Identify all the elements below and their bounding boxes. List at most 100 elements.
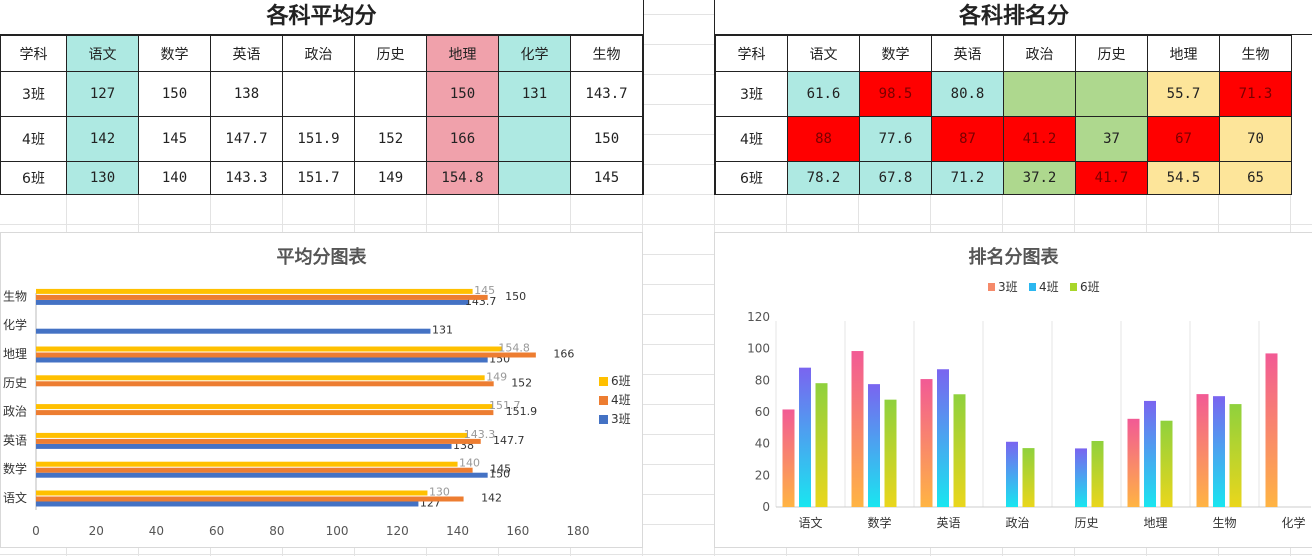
table-cell[interactable]: 70 <box>1219 116 1292 162</box>
table-cell[interactable]: 88 <box>787 116 860 162</box>
table-cell[interactable]: 130 <box>66 161 139 195</box>
y-tick-label: 80 <box>755 373 770 387</box>
header-col-3[interactable]: 英语 <box>210 35 283 72</box>
legend-label: 3班 <box>611 412 631 426</box>
table-cell[interactable]: 71.2 <box>931 161 1004 195</box>
bar-6班-语文 <box>36 490 428 496</box>
bar-6班-历史 <box>36 375 485 381</box>
table-cell[interactable]: 142 <box>66 116 139 162</box>
table-cell[interactable]: 145 <box>570 161 643 195</box>
table-cell[interactable] <box>498 161 571 195</box>
header-col-4[interactable]: 政治 <box>282 35 355 72</box>
header-col-2[interactable]: 数学 <box>138 35 211 72</box>
table-cell[interactable]: 166 <box>426 116 499 162</box>
table-cell[interactable]: 149 <box>354 161 427 195</box>
header-col-3[interactable]: 英语 <box>931 35 1004 72</box>
legend-label: 3班 <box>998 280 1018 294</box>
header-col-7[interactable]: 生物 <box>1219 35 1292 72</box>
legend-swatch <box>599 396 608 405</box>
table-cell[interactable]: 140 <box>138 161 211 195</box>
header-subject[interactable]: 学科 <box>0 35 67 72</box>
column-3班-地理 <box>1127 418 1140 507</box>
column-3班-生物 <box>1196 394 1209 507</box>
header-col-6[interactable]: 地理 <box>426 35 499 72</box>
column-6班-政治 <box>1022 448 1035 507</box>
table-cell[interactable] <box>1003 71 1076 117</box>
table-cell[interactable] <box>282 71 355 117</box>
average-chart-panel[interactable]: 平均分图表 0 20 40 60 80 100 120 140 160 180 语文 127 142 13… <box>0 232 643 548</box>
x-tick-label: 140 <box>446 524 469 538</box>
table-cell[interactable]: 131 <box>498 71 571 117</box>
rank-chart-panel[interactable]: 排名分图表 0 20 40 60 80 100 120 语文 数学 英语 政治 历史 地理 生物 化学 3班 4… <box>714 232 1312 548</box>
table-cell[interactable]: 145 <box>138 116 211 162</box>
row-label[interactable]: 3班 <box>0 71 67 117</box>
table-cell[interactable] <box>354 71 427 117</box>
x-tick-label: 160 <box>506 524 529 538</box>
table-cell[interactable]: 65 <box>1219 161 1292 195</box>
rank-table-grid: 学科 语文 数学 英语 政治 历史 地理 生物 3班 61.6 98.5 80.8 55.7 71.3 4班… <box>715 35 1292 195</box>
header-subject[interactable]: 学科 <box>715 35 788 72</box>
row-label[interactable]: 4班 <box>0 116 67 162</box>
table-cell[interactable]: 150 <box>570 116 643 162</box>
average-table-title[interactable]: 各科平均分 <box>0 0 643 35</box>
data-label: 152 <box>511 376 532 389</box>
y-tick-label: 40 <box>755 437 770 451</box>
table-cell[interactable]: 67 <box>1147 116 1220 162</box>
bar-4班-政治 <box>36 410 494 416</box>
table-cell[interactable]: 54.5 <box>1147 161 1220 195</box>
bar-3班-数学 <box>36 472 488 478</box>
bar-6班-生物 <box>36 288 473 294</box>
table-cell[interactable]: 67.8 <box>859 161 932 195</box>
y-tick-label: 100 <box>747 342 770 356</box>
table-cell[interactable]: 77.6 <box>859 116 932 162</box>
header-col-6[interactable]: 地理 <box>1147 35 1220 72</box>
table-cell[interactable]: 80.8 <box>931 71 1004 117</box>
data-label: 150 <box>489 468 510 481</box>
table-cell[interactable]: 41.7 <box>1075 161 1148 195</box>
row-label[interactable]: 3班 <box>715 71 788 117</box>
table-cell[interactable]: 154.8 <box>426 161 499 195</box>
table-cell[interactable]: 143.7 <box>570 71 643 117</box>
table-cell[interactable]: 37 <box>1075 116 1148 162</box>
table-cell[interactable]: 98.5 <box>859 71 932 117</box>
table-cell[interactable]: 87 <box>931 116 1004 162</box>
rank-score-table: 各科排名分 学科 语文 数学 英语 政治 历史 地理 生物 3班 61.6 98.5 80.8 55.7… <box>714 0 1312 195</box>
table-cell[interactable]: 37.2 <box>1003 161 1076 195</box>
row-label[interactable]: 6班 <box>0 161 67 195</box>
table-cell[interactable]: 55.7 <box>1147 71 1220 117</box>
table-cell[interactable]: 151.7 <box>282 161 355 195</box>
table-cell[interactable]: 71.3 <box>1219 71 1292 117</box>
table-cell[interactable]: 150 <box>138 71 211 117</box>
header-col-1[interactable]: 语文 <box>66 35 139 72</box>
header-col-5[interactable]: 历史 <box>354 35 427 72</box>
rank-table-title[interactable]: 各科排名分 <box>715 0 1312 35</box>
table-cell[interactable]: 61.6 <box>787 71 860 117</box>
header-col-8[interactable]: 生物 <box>570 35 643 72</box>
table-cell[interactable]: 127 <box>66 71 139 117</box>
table-cell[interactable]: 150 <box>426 71 499 117</box>
header-col-2[interactable]: 数学 <box>859 35 932 72</box>
legend-swatch <box>599 415 608 424</box>
row-label[interactable]: 6班 <box>715 161 788 195</box>
header-col-4[interactable]: 政治 <box>1003 35 1076 72</box>
header-col-7[interactable]: 化学 <box>498 35 571 72</box>
table-cell[interactable]: 78.2 <box>787 161 860 195</box>
table-cell[interactable]: 147.7 <box>210 116 283 162</box>
table-cell[interactable]: 41.2 <box>1003 116 1076 162</box>
table-row: 6班 130 140 143.3 151.7 149 154.8 145 <box>0 161 643 195</box>
header-col-5[interactable]: 历史 <box>1075 35 1148 72</box>
table-cell[interactable]: 138 <box>210 71 283 117</box>
table-cell[interactable] <box>1075 71 1148 117</box>
table-cell[interactable]: 152 <box>354 116 427 162</box>
row-label[interactable]: 4班 <box>715 116 788 162</box>
bar-3班-化学 <box>36 328 431 334</box>
table-cell[interactable]: 143.3 <box>210 161 283 195</box>
category-label: 数学 <box>867 515 891 530</box>
x-tick-label: 80 <box>269 524 284 538</box>
table-cell[interactable] <box>498 116 571 162</box>
y-tick-label: 20 <box>755 468 770 482</box>
data-label: 154.8 <box>498 342 530 355</box>
legend-swatch <box>1029 283 1036 291</box>
table-cell[interactable]: 151.9 <box>282 116 355 162</box>
header-col-1[interactable]: 语文 <box>787 35 860 72</box>
